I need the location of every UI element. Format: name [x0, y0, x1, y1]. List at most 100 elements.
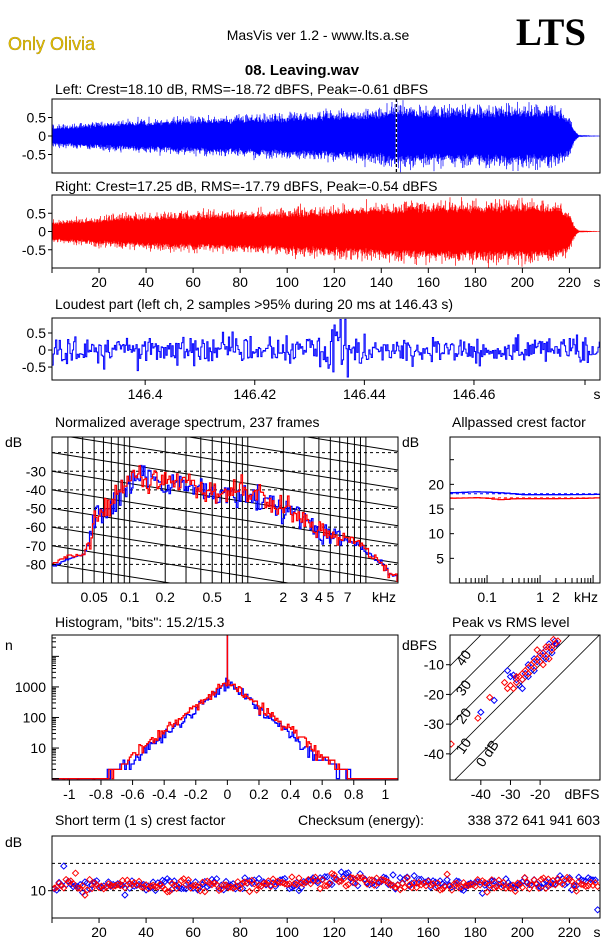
- short-term-crest-point-right: [473, 876, 482, 884]
- short-term-crest-xtick-label: 120: [323, 924, 347, 940]
- allpassed-crest-ylabel: dB: [402, 434, 419, 450]
- peak-rms-point-right: [536, 652, 544, 660]
- spectrum-ylabel: dB: [5, 434, 22, 450]
- peak-rms-point-right: [474, 714, 482, 722]
- short-term-crest-point-left: [561, 880, 569, 889]
- short-term-crest-point-left: [511, 884, 520, 892]
- short-term-crest-point-right: [69, 879, 77, 888]
- short-term-crest-point-right: [224, 883, 233, 892]
- peak-rms-point-right: [503, 684, 512, 693]
- short-term-crest-point-left: [591, 876, 600, 884]
- waveform-xtick-label: 100: [276, 274, 300, 290]
- short-term-crest-point-right: [577, 880, 585, 888]
- spectrum-slope-line: [52, 508, 398, 564]
- peak-rms-point-right: [512, 678, 521, 687]
- short-term-crest-point-right: [535, 884, 543, 892]
- short-term-crest-chart: 10 20 40 60 80 100 120 140 160 180 200 220 s: [30, 835, 601, 940]
- short-term-crest-point-right: [281, 880, 289, 888]
- peak-rms-point-left: [542, 655, 550, 663]
- app-title: MasVis ver 1.2 - www.lts.a.se: [227, 27, 410, 43]
- short-term-crest-point-right: [570, 882, 578, 891]
- short-term-crest-point-left: [344, 869, 353, 877]
- short-term-crest-point-left: [60, 862, 68, 870]
- short-term-crest-point-right: [147, 882, 155, 890]
- loudest-part-xunit-label: s: [594, 386, 601, 402]
- short-term-crest-xtick-label: 220: [558, 924, 582, 940]
- short-term-crest-point-right: [88, 884, 96, 893]
- lts-logo: LTS: [516, 11, 586, 54]
- short-term-crest-point-right: [356, 874, 364, 882]
- short-term-crest-xtick-label: 100: [276, 924, 300, 940]
- waveform-xtick-label: 20: [91, 274, 107, 290]
- histogram-xtick-label: 0.2: [249, 786, 269, 802]
- short-term-crest-point-left: [476, 878, 484, 886]
- allpassed-crest-xtick-label: 1: [536, 589, 544, 605]
- spectrum-ytick-label: -40: [26, 482, 46, 498]
- short-term-crest-point-right: [551, 881, 560, 889]
- short-term-crest-point-right: [144, 884, 153, 893]
- short-term-crest-point-right: [335, 877, 343, 886]
- short-term-crest-point-left: [52, 886, 61, 894]
- short-term-crest-point-right: [502, 884, 510, 892]
- peak-vs-rms-xtick-label: -20: [530, 786, 550, 802]
- short-term-crest-point-right: [257, 882, 266, 890]
- loudest-part-ytick-label: 0: [38, 342, 46, 358]
- left-waveform-title: Left: Crest=18.10 dB, RMS=-18.72 dBFS, P…: [55, 81, 428, 97]
- short-term-crest-point-left: [396, 874, 404, 882]
- short-term-crest-xunit-label: s: [594, 924, 601, 940]
- peak-rms-point-right: [549, 635, 558, 644]
- short-term-crest-point-right: [365, 875, 374, 884]
- short-term-crest-point-right: [511, 887, 520, 895]
- short-term-crest-point-right: [64, 878, 73, 886]
- allpassed-crest-ytick-label: 20: [428, 476, 444, 492]
- short-term-crest-point-right: [201, 887, 209, 896]
- loudest-part-frame: [51, 317, 601, 381]
- short-term-crest-point-right: [443, 870, 451, 878]
- short-term-crest-point-right: [219, 881, 228, 889]
- spectrum-xtick-label: 5: [326, 589, 334, 605]
- allpassed-crest-xtick-label: 2: [552, 589, 560, 605]
- short-term-crest-point-right: [354, 873, 362, 881]
- short-term-crest-point-right: [189, 882, 197, 890]
- short-term-crest-xtick-label: 60: [185, 924, 201, 940]
- loudest-part-title: Loudest part (left ch, 2 samples >95% du…: [55, 296, 453, 312]
- spectrum-ytick-label: -70: [26, 538, 46, 554]
- waveform-xtick-label: 160: [417, 274, 441, 290]
- allpassed-crest-line-left: [450, 491, 600, 496]
- peak-rms-point-left: [548, 649, 556, 657]
- short-term-crest-point-right: [182, 880, 190, 889]
- spectrum-slope-line: [52, 545, 292, 583]
- short-term-crest-frame: [51, 835, 601, 919]
- peak-rms-point-right: [509, 684, 518, 693]
- short-term-crest-point-right: [60, 884, 68, 892]
- peak-vs-rms-xunit-label: dBFS: [564, 786, 599, 802]
- short-term-crest-point-left: [443, 876, 451, 884]
- short-term-crest-point-right: [252, 886, 261, 894]
- short-term-crest-point-right: [568, 877, 576, 885]
- right-waveform-title: Right: Crest=17.25 dB, RMS=-17.79 dBFS, …: [55, 178, 437, 194]
- waveform-xunit-label: s: [594, 274, 601, 290]
- short-term-crest-point-right: [137, 883, 146, 891]
- spectrum-ytick-label: -80: [26, 556, 46, 572]
- short-term-crest-point-left: [219, 886, 228, 894]
- short-term-crest-point-right: [245, 887, 254, 896]
- short-term-crest-point-right: [180, 875, 188, 883]
- short-term-crest-point-right: [269, 875, 277, 883]
- left_waveform-ytick-label: -0.5: [22, 147, 46, 163]
- short-term-crest-point-right: [438, 885, 447, 893]
- left_waveform-ytick-label: 0.5: [27, 110, 47, 126]
- spectrum-xtick-label: 0.1: [120, 589, 140, 605]
- short-term-crest-point-left: [386, 880, 395, 889]
- crest-line-label: 0 dB: [472, 737, 502, 770]
- peak-rms-point-left: [524, 672, 532, 681]
- short-term-crest-point-right: [85, 875, 94, 884]
- crest-line: [450, 635, 541, 726]
- short-term-crest-point-right: [121, 884, 129, 892]
- spectrum-slope-line: [185, 437, 398, 471]
- peak-rms-point-left: [490, 696, 498, 705]
- short-term-crest-point-right: [426, 881, 435, 889]
- spectrum-chart: -30 -40 -50 -60 -70 -80 0.05 0.1 0.2 0.5 1 2 3 4 5 7 kHz: [26, 436, 399, 605]
- short-term-crest-point-right: [521, 873, 529, 882]
